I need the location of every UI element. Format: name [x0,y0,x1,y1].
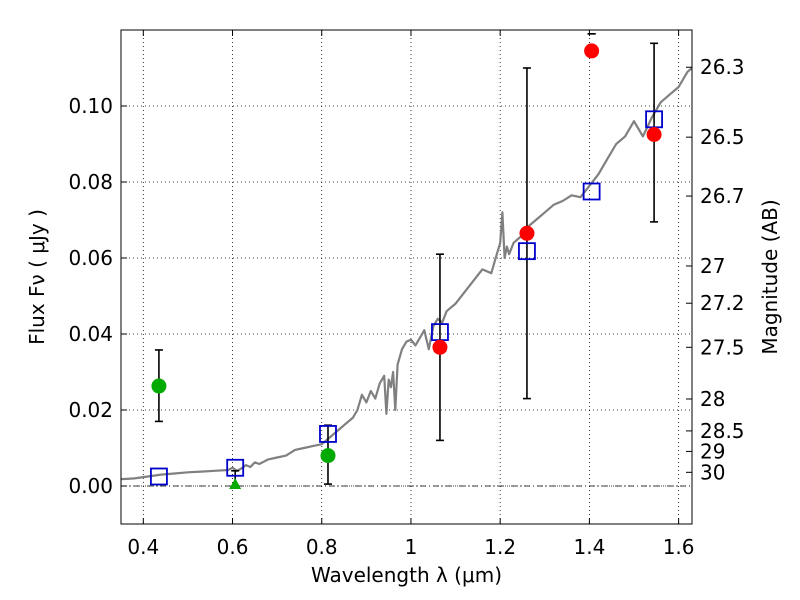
x-tick-label: 1.2 [484,535,516,559]
y-tick-label: 0.04 [68,322,113,346]
model-square-point [226,458,245,477]
mag-tick-label: 27.5 [700,335,745,359]
mag-tick-label: 26.7 [700,184,745,208]
green-upper-limit-triangle [229,478,242,489]
red-data-point [584,43,600,59]
y-tick-label: 0.10 [68,94,113,118]
y-tick-label: 0.02 [68,398,113,422]
y-axis-label-right: Magnitude (AB) [758,199,782,354]
ticks: 0.4 0.6 0.8 1 1.2 1.4 1.6 0.00 0.02 0.04 0.06 0.08 0… [68,30,745,559]
model-square-point [518,242,536,261]
data-points [150,43,663,489]
y-tick-label: 0.00 [68,474,113,498]
mag-tick-label: 28 [700,387,725,411]
red-data-point [646,127,662,142]
model-square-point [319,425,337,443]
green-data-point [320,448,336,464]
y-axis-label: Flux Fν ( μJy ) [25,209,49,345]
grid [121,30,692,524]
mag-tick-label: 27 [700,254,725,278]
x-tick-label: 0.4 [127,535,159,559]
x-tick-label: 0.6 [217,535,249,559]
x-tick-label: 1 [405,535,418,559]
y-tick-label: 0.08 [68,170,113,194]
green-data-point [151,378,167,394]
x-tick-label: 1.4 [573,535,605,559]
x-tick-label: 1.6 [663,535,695,559]
mag-tick-label: 29 [700,439,725,463]
plot-frame [120,29,693,525]
mag-tick-label: 26.3 [700,55,745,79]
x-axis-label: Wavelength λ (μm) [311,563,502,587]
mag-tick-label: 26.5 [700,125,745,149]
model-square-point [150,467,168,486]
y-tick-label: 0.06 [68,246,113,270]
mag-tick-label: 28.5 [700,419,745,443]
x-tick-label: 0.8 [306,535,338,559]
mag-tick-label: 30 [700,460,725,484]
sed-line [121,67,692,481]
error-bars [154,32,659,487]
mag-tick-label: 27.2 [700,291,745,315]
model-sed-curve [121,67,692,481]
red-data-point [432,339,448,355]
red-data-point [519,225,535,241]
model-square-point [582,182,601,201]
